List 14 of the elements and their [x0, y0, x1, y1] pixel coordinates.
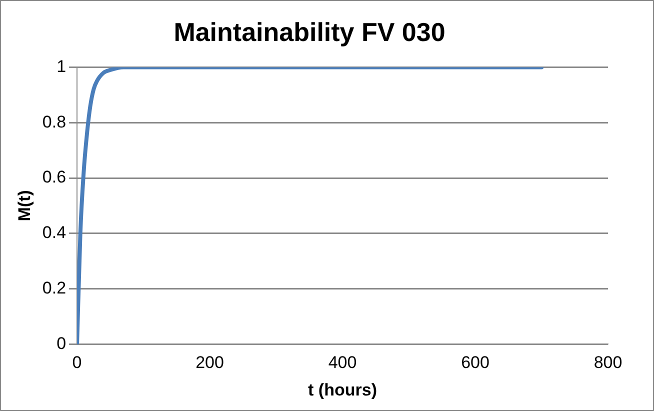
- x-tick-label: 600: [461, 353, 490, 372]
- y-tick-label: 0.8: [42, 112, 66, 132]
- x-axis-title: t (hours): [308, 380, 377, 400]
- y-tick-label: 1: [56, 56, 66, 76]
- x-tick-label: 0: [72, 353, 82, 372]
- x-tick-label: 400: [328, 353, 357, 372]
- x-tick-label: 200: [196, 353, 224, 372]
- y-axis-title: M(t): [14, 190, 34, 222]
- y-tick-label: 0: [56, 334, 66, 353]
- y-tick-label: 0.2: [42, 278, 66, 298]
- y-tick-label: 0.4: [42, 223, 66, 242]
- x-tick-label: 800: [594, 353, 622, 372]
- y-tick-label: 0.6: [42, 168, 66, 187]
- chart-title: Maintainability FV 030: [174, 16, 446, 47]
